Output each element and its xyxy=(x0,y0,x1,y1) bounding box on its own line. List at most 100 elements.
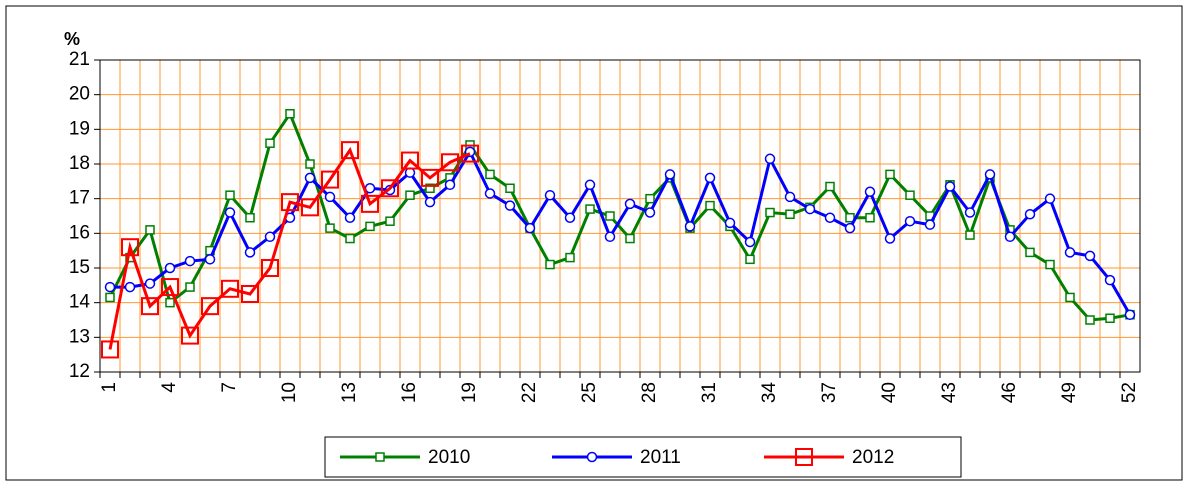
point xyxy=(944,181,956,192)
point xyxy=(1124,309,1136,321)
x-tick-label: 16 xyxy=(399,382,420,403)
point xyxy=(865,212,875,223)
x-tick-label: 22 xyxy=(519,382,540,403)
x-tick-label: 7 xyxy=(219,382,240,393)
point xyxy=(705,200,715,211)
x-tick-label: 52 xyxy=(1119,382,1140,403)
x-tick-label: 31 xyxy=(699,382,720,403)
legend-label: 2010 xyxy=(428,447,470,468)
point xyxy=(845,212,855,223)
y-tick-label: 19 xyxy=(69,118,90,139)
point xyxy=(361,194,379,213)
series-line xyxy=(108,110,1131,322)
point xyxy=(624,198,636,210)
point xyxy=(564,212,576,223)
point xyxy=(244,247,256,258)
x-tick-label: 10 xyxy=(279,382,300,403)
point xyxy=(1105,313,1115,324)
point xyxy=(265,138,275,148)
point xyxy=(844,222,856,234)
point xyxy=(1104,274,1116,286)
point xyxy=(184,255,196,267)
x-tick-label: 19 xyxy=(459,382,480,403)
point xyxy=(461,144,479,163)
point xyxy=(385,216,395,226)
point xyxy=(724,217,736,229)
legend-label: 2012 xyxy=(852,447,894,468)
y-tick-label: 15 xyxy=(69,257,90,278)
point xyxy=(1044,193,1056,204)
point xyxy=(804,203,816,215)
point xyxy=(1065,292,1075,303)
point xyxy=(584,179,596,191)
point xyxy=(161,278,179,297)
point xyxy=(824,212,836,223)
point xyxy=(121,238,139,257)
point xyxy=(325,223,335,233)
point xyxy=(924,219,936,230)
point xyxy=(441,153,459,172)
point xyxy=(365,221,375,232)
point xyxy=(141,297,159,316)
point xyxy=(261,259,279,277)
legend-label: 2011 xyxy=(640,447,681,468)
x-tick-label: 1 xyxy=(99,382,120,393)
y-tick-label: 17 xyxy=(69,188,90,209)
x-tick-label: 25 xyxy=(579,382,600,403)
point xyxy=(604,231,616,243)
y-tick-label: 14 xyxy=(69,292,91,313)
y-tick-label: 12 xyxy=(69,361,90,382)
legend-marker xyxy=(375,452,385,462)
point xyxy=(545,259,555,270)
point xyxy=(1064,247,1076,258)
point xyxy=(144,278,156,289)
point xyxy=(165,297,175,308)
point xyxy=(1024,209,1036,220)
point xyxy=(984,169,996,180)
series-line xyxy=(110,148,1132,316)
point xyxy=(224,207,236,218)
point xyxy=(905,190,915,200)
y-axis-label: % xyxy=(64,29,80,49)
point xyxy=(105,292,115,303)
y-tick-label: 16 xyxy=(69,222,90,243)
y-tick-label: 13 xyxy=(69,326,90,347)
point xyxy=(405,190,415,200)
point xyxy=(745,254,755,265)
y-tick-label: 20 xyxy=(69,84,90,105)
point xyxy=(344,212,356,223)
x-tick-label: 46 xyxy=(999,382,1020,403)
point xyxy=(124,281,136,293)
point xyxy=(964,207,976,218)
point xyxy=(301,198,319,217)
point xyxy=(544,189,556,201)
point xyxy=(425,183,435,194)
point xyxy=(1045,259,1055,270)
point xyxy=(485,169,495,180)
point xyxy=(645,193,655,204)
point xyxy=(381,179,399,198)
point xyxy=(484,188,496,199)
point xyxy=(1004,231,1016,243)
point xyxy=(825,181,835,192)
point xyxy=(104,281,116,293)
point xyxy=(225,190,235,200)
point xyxy=(321,170,339,189)
point xyxy=(1085,315,1095,325)
series-line xyxy=(108,146,471,350)
legend-marker xyxy=(795,448,813,466)
legend-box xyxy=(324,436,962,478)
x-tick-label: 13 xyxy=(339,382,360,403)
point xyxy=(245,212,255,223)
y-tick-label: 18 xyxy=(69,153,90,174)
y-tick-label: 21 xyxy=(69,49,90,70)
point xyxy=(785,209,795,220)
point xyxy=(221,279,239,298)
point xyxy=(505,183,515,194)
point xyxy=(285,108,295,119)
point xyxy=(744,236,756,248)
point xyxy=(164,262,176,274)
point xyxy=(884,233,896,244)
point xyxy=(421,168,439,187)
